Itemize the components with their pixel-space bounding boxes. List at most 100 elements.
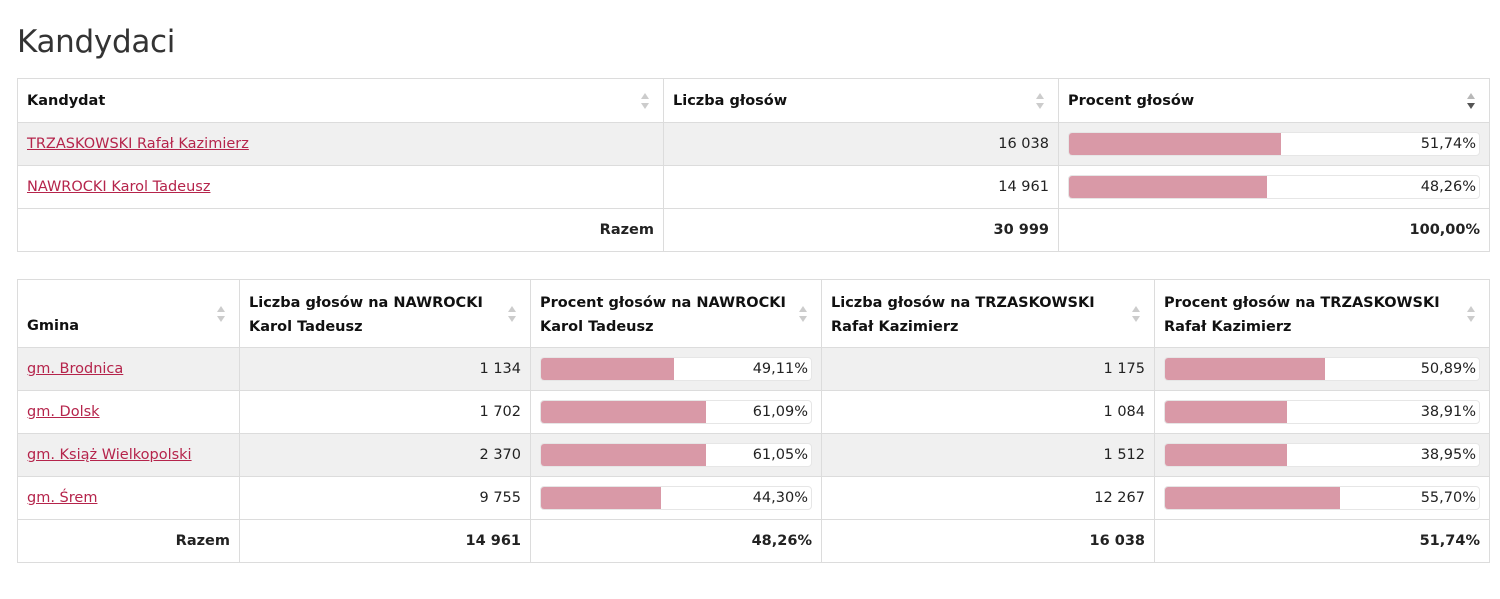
column-header-gmina[interactable]: Gmina xyxy=(17,279,240,348)
sort-icon[interactable] xyxy=(1132,305,1140,323)
percent-bar: 44,30% xyxy=(540,486,812,510)
total-label: Razem xyxy=(17,519,240,563)
percent-bar-fill xyxy=(541,444,706,466)
sort-icon[interactable] xyxy=(217,305,225,323)
percent-bar: 50,89% xyxy=(1164,357,1480,381)
total-percent: 100,00% xyxy=(1058,208,1490,252)
column-header-nawrocki-votes[interactable]: Liczba głosów na NAWROCKI Karol Tadeusz xyxy=(239,279,531,348)
percent-value: 38,91% xyxy=(1420,404,1476,420)
nawrocki-votes-cell: 1 702 xyxy=(239,390,531,434)
nawrocki-votes-cell: 9 755 xyxy=(239,476,531,520)
gminy-table: Gmina Liczba głosów na NAWROCKI Karol Ta… xyxy=(17,279,1490,563)
column-header-liczba-glosow[interactable]: Liczba głosów xyxy=(663,78,1059,123)
percent-value: 44,30% xyxy=(752,490,808,506)
sort-icon[interactable] xyxy=(1036,92,1044,110)
percent-bar: 51,74% xyxy=(1068,132,1480,156)
column-header-label: Procent głosów na TRZASKOWSKI Rafał Kazi… xyxy=(1164,294,1440,335)
table-row: gm. Książ Wielkopolski 2 370 61,05% 1 51… xyxy=(17,433,1490,477)
total-trzaskowski-votes: 16 038 xyxy=(821,519,1155,563)
percent-value: 49,11% xyxy=(752,361,808,377)
column-header-label: Liczba głosów xyxy=(673,92,788,109)
trzaskowski-percent-cell: 38,95% xyxy=(1154,433,1490,477)
gmina-cell: gm. Książ Wielkopolski xyxy=(17,433,240,477)
percent-bar-fill xyxy=(1069,133,1282,155)
total-votes: 30 999 xyxy=(663,208,1059,252)
total-label: Razem xyxy=(17,208,664,252)
percent-bar-fill xyxy=(541,487,661,509)
percent-bar-fill xyxy=(541,358,674,380)
candidate-link[interactable]: NAWROCKI Karol Tadeusz xyxy=(27,179,211,195)
percent-bar-fill xyxy=(1165,401,1288,423)
column-header-label: Procent głosów na NAWROCKI Karol Tadeusz xyxy=(540,294,786,335)
gmina-cell: gm. Śrem xyxy=(17,476,240,520)
percent-bar: 55,70% xyxy=(1164,486,1480,510)
sort-icon[interactable] xyxy=(641,92,649,110)
candidate-cell: NAWROCKI Karol Tadeusz xyxy=(17,165,664,209)
total-nawrocki-votes: 14 961 xyxy=(239,519,531,563)
sort-icon[interactable] xyxy=(799,305,807,323)
table-row: NAWROCKI Karol Tadeusz 14 961 48,26% xyxy=(17,165,1490,209)
gmina-link[interactable]: gm. Książ Wielkopolski xyxy=(27,447,192,463)
column-header-label: Gmina xyxy=(27,317,80,334)
candidate-cell: TRZASKOWSKI Rafał Kazimierz xyxy=(17,122,664,166)
nawrocki-percent-cell: 61,05% xyxy=(530,433,822,477)
trzaskowski-percent-cell: 50,89% xyxy=(1154,347,1490,391)
candidates-table: Kandydat Liczba głosów Procent głosów TR… xyxy=(17,78,1490,252)
percent-bar: 48,26% xyxy=(1068,175,1480,199)
total-trzaskowski-percent: 51,74% xyxy=(1154,519,1490,563)
column-header-label: Procent głosów xyxy=(1068,92,1195,109)
percent-cell: 51,74% xyxy=(1058,122,1490,166)
column-header-nawrocki-percent[interactable]: Procent głosów na NAWROCKI Karol Tadeusz xyxy=(530,279,822,348)
candidate-link[interactable]: TRZASKOWSKI Rafał Kazimierz xyxy=(27,136,249,152)
nawrocki-percent-cell: 49,11% xyxy=(530,347,822,391)
table-row: gm. Dolsk 1 702 61,09% 1 084 38,91% xyxy=(17,390,1490,434)
sort-icon[interactable] xyxy=(508,305,516,323)
gmina-link[interactable]: gm. Śrem xyxy=(27,490,98,506)
column-header-kandydat[interactable]: Kandydat xyxy=(17,78,664,123)
nawrocki-percent-cell: 61,09% xyxy=(530,390,822,434)
column-header-label: Kandydat xyxy=(27,92,106,109)
column-header-label: Liczba głosów na NAWROCKI Karol Tadeusz xyxy=(249,294,483,335)
percent-value: 51,74% xyxy=(1420,136,1476,152)
trzaskowski-votes-cell: 12 267 xyxy=(821,476,1155,520)
total-nawrocki-percent: 48,26% xyxy=(530,519,822,563)
nawrocki-votes-cell: 1 134 xyxy=(239,347,531,391)
gmina-cell: gm. Dolsk xyxy=(17,390,240,434)
trzaskowski-votes-cell: 1 512 xyxy=(821,433,1155,477)
page-title: Kandydaci xyxy=(17,24,176,60)
percent-bar-fill xyxy=(1165,358,1325,380)
column-header-trzaskowski-votes[interactable]: Liczba głosów na TRZASKOWSKI Rafał Kazim… xyxy=(821,279,1155,348)
trzaskowski-votes-cell: 1 175 xyxy=(821,347,1155,391)
column-header-trzaskowski-percent[interactable]: Procent głosów na TRZASKOWSKI Rafał Kazi… xyxy=(1154,279,1490,348)
sort-desc-icon[interactable] xyxy=(1467,92,1475,110)
percent-cell: 48,26% xyxy=(1058,165,1490,209)
table-header-row: Gmina Liczba głosów na NAWROCKI Karol Ta… xyxy=(17,279,1490,348)
trzaskowski-percent-cell: 38,91% xyxy=(1154,390,1490,434)
trzaskowski-percent-cell: 55,70% xyxy=(1154,476,1490,520)
percent-bar-fill xyxy=(1165,487,1340,509)
percent-bar: 38,95% xyxy=(1164,443,1480,467)
percent-bar-fill xyxy=(541,401,706,423)
column-header-label: Liczba głosów na TRZASKOWSKI Rafał Kazim… xyxy=(831,294,1095,335)
percent-bar-fill xyxy=(1069,176,1267,198)
percent-bar: 61,05% xyxy=(540,443,812,467)
nawrocki-votes-cell: 2 370 xyxy=(239,433,531,477)
column-header-procent-glosow[interactable]: Procent głosów xyxy=(1058,78,1490,123)
gmina-link[interactable]: gm. Dolsk xyxy=(27,404,100,420)
gmina-link[interactable]: gm. Brodnica xyxy=(27,361,124,377)
trzaskowski-votes-cell: 1 084 xyxy=(821,390,1155,434)
votes-cell: 14 961 xyxy=(663,165,1059,209)
votes-cell: 16 038 xyxy=(663,122,1059,166)
table-header-row: Kandydat Liczba głosów Procent głosów xyxy=(17,78,1490,123)
percent-value: 48,26% xyxy=(1420,179,1476,195)
total-row: Razem 14 961 48,26% 16 038 51,74% xyxy=(17,519,1490,563)
gmina-cell: gm. Brodnica xyxy=(17,347,240,391)
percent-bar: 61,09% xyxy=(540,400,812,424)
percent-value: 50,89% xyxy=(1420,361,1476,377)
sort-icon[interactable] xyxy=(1467,305,1475,323)
percent-value: 61,05% xyxy=(752,447,808,463)
percent-bar: 49,11% xyxy=(540,357,812,381)
percent-value: 38,95% xyxy=(1420,447,1476,463)
percent-bar-fill xyxy=(1165,444,1288,466)
nawrocki-percent-cell: 44,30% xyxy=(530,476,822,520)
